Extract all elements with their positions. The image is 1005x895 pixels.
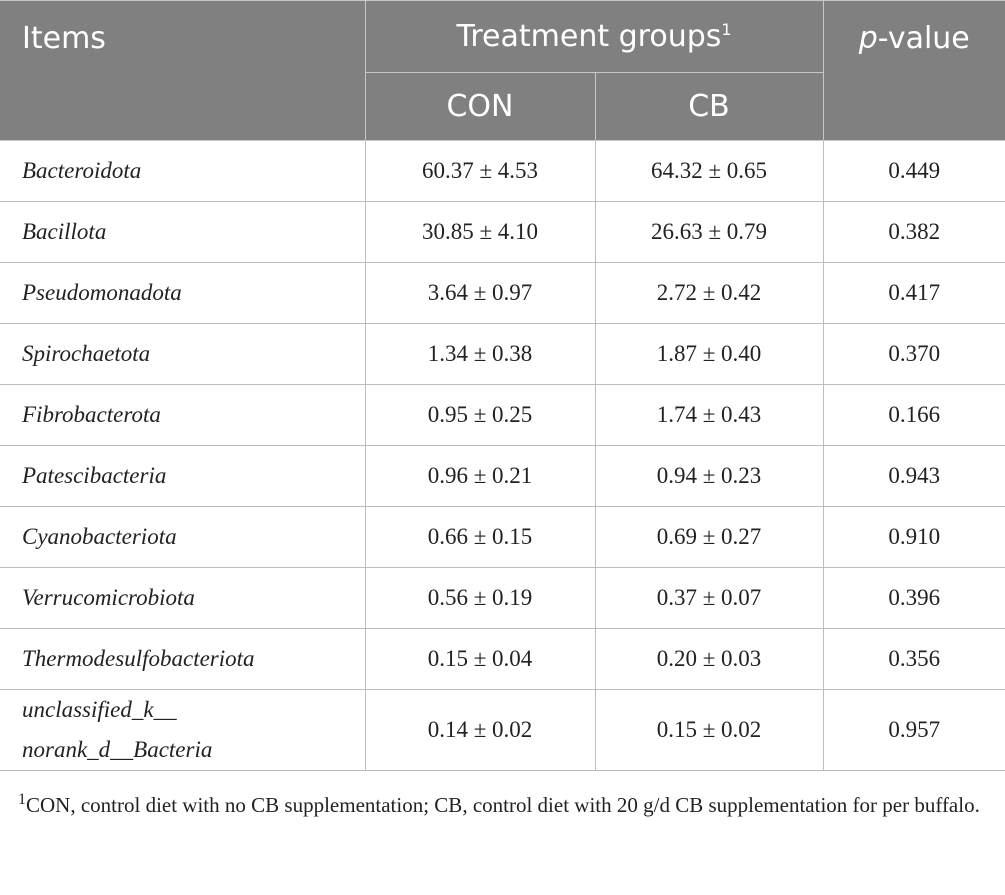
cb-value: 64.32 ± 0.65 xyxy=(594,140,824,202)
cb-value: 1.87 ± 0.40 xyxy=(594,323,824,385)
con-value: 0.56 ± 0.19 xyxy=(364,567,596,629)
header-p-rest: -value xyxy=(877,21,970,56)
p-value: 0.417 xyxy=(822,262,1005,324)
con-value: 1.34 ± 0.38 xyxy=(364,323,596,385)
table-row: Cyanobacteriota 0.66 ± 0.15 0.69 ± 0.27 0.9… xyxy=(0,506,1005,568)
row-name: Pseudomonadota xyxy=(0,262,366,324)
p-value: 0.910 xyxy=(822,506,1005,568)
row-name: Bacillota xyxy=(0,201,366,263)
table-row: Bacteroidota 60.37 ± 4.53 64.32 ± 0.65 0.44… xyxy=(0,140,1005,202)
table-row: Patescibacteria 0.96 ± 0.21 0.94 ± 0.23 0.9… xyxy=(0,445,1005,507)
cb-value: 0.20 ± 0.03 xyxy=(594,628,824,690)
table-row: Fibrobacterota 0.95 ± 0.25 1.74 ± 0.43 0.16… xyxy=(0,384,1005,446)
row-name: Verrucomicrobiota xyxy=(0,567,366,629)
p-value: 0.356 xyxy=(822,628,1005,690)
con-value: 0.14 ± 0.02 xyxy=(364,689,596,771)
row-name: Fibrobacterota xyxy=(0,384,366,446)
header-treatment: Treatment groups1 xyxy=(364,0,824,73)
header-p: p xyxy=(858,21,878,56)
table-row: Pseudomonadota 3.64 ± 0.97 2.72 ± 0.42 0.41… xyxy=(0,262,1005,324)
row-name: Patescibacteria xyxy=(0,445,366,507)
row-name: Bacteroidota xyxy=(0,140,366,202)
con-value: 30.85 ± 4.10 xyxy=(364,201,596,263)
header-treatment-text: Treatment groups xyxy=(456,19,722,54)
table-row: Thermodesulfobacteriota 0.15 ± 0.04 0.20 ±… xyxy=(0,628,1005,690)
con-value: 0.15 ± 0.04 xyxy=(364,628,596,690)
cb-value: 0.69 ± 0.27 xyxy=(594,506,824,568)
cb-value: 26.63 ± 0.79 xyxy=(594,201,824,263)
footnote-text: CON, control diet with no CB supplementa… xyxy=(26,793,980,817)
data-table: Items Treatment groups1 p-value CON CB B… xyxy=(0,0,1005,771)
row-name: unclassified_k__ norank_d__Bacteria xyxy=(0,689,366,771)
p-value: 0.166 xyxy=(822,384,1005,446)
cb-value: 1.74 ± 0.43 xyxy=(594,384,824,446)
con-value: 0.95 ± 0.25 xyxy=(364,384,596,446)
con-value: 0.96 ± 0.21 xyxy=(364,445,596,507)
row-name: Cyanobacteriota xyxy=(0,506,366,568)
p-value: 0.370 xyxy=(822,323,1005,385)
header-treatment-mark: 1 xyxy=(721,20,732,39)
con-value: 3.64 ± 0.97 xyxy=(364,262,596,324)
row-name: Thermodesulfobacteriota xyxy=(0,628,366,690)
p-value: 0.957 xyxy=(822,689,1005,771)
cb-value: 0.15 ± 0.02 xyxy=(594,689,824,771)
cb-value: 0.37 ± 0.07 xyxy=(594,567,824,629)
header-group: CB xyxy=(594,72,824,141)
p-value: 0.382 xyxy=(822,201,1005,263)
header-p-value: p-value xyxy=(822,0,1005,141)
table-row: unclassified_k__ norank_d__Bacteria 0.14 … xyxy=(0,689,1005,771)
table-row: Spirochaetota 1.34 ± 0.38 1.87 ± 0.40 0.370 xyxy=(0,323,1005,385)
table-row: Bacillota 30.85 ± 4.10 26.63 ± 0.79 0.382 xyxy=(0,201,1005,263)
header-items: Items xyxy=(0,0,366,141)
header-group: CON xyxy=(365,72,596,141)
p-value: 0.396 xyxy=(822,567,1005,629)
footnote-mark: 1 xyxy=(18,791,26,808)
row-name: Spirochaetota xyxy=(0,323,366,385)
cb-value: 0.94 ± 0.23 xyxy=(594,445,824,507)
table-body: Bacteroidota 60.37 ± 4.53 64.32 ± 0.65 0.44… xyxy=(0,140,1005,771)
p-value: 0.943 xyxy=(822,445,1005,507)
con-value: 60.37 ± 4.53 xyxy=(364,140,596,202)
footnote: 1CON, control diet with no CB supplement… xyxy=(0,771,1005,822)
con-value: 0.66 ± 0.15 xyxy=(364,506,596,568)
cb-value: 2.72 ± 0.42 xyxy=(594,262,824,324)
p-value: 0.449 xyxy=(822,140,1005,202)
table-row: Verrucomicrobiota 0.56 ± 0.19 0.37 ± 0.07 0… xyxy=(0,567,1005,629)
